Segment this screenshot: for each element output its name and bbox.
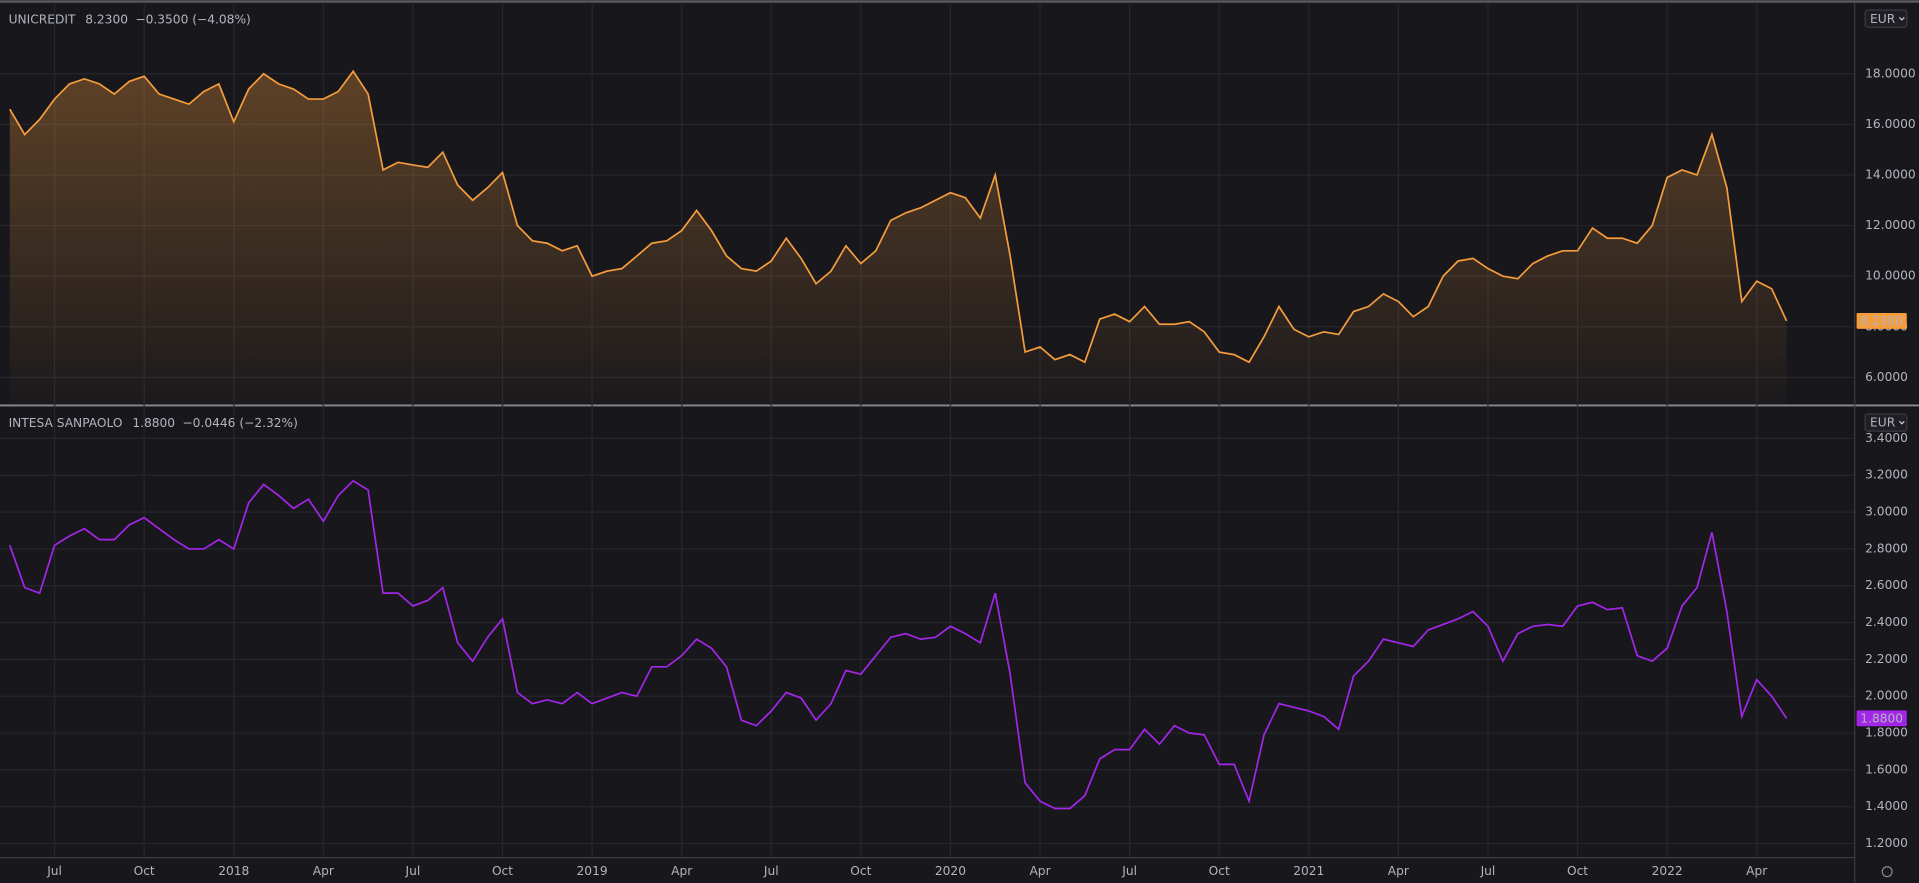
currency-label: EUR bbox=[1870, 12, 1896, 26]
price-tag-label: 1.8800 bbox=[1860, 711, 1903, 725]
price-tag bbox=[1856, 312, 1907, 329]
price-change: −0.3500 (−4.08%) bbox=[135, 12, 250, 26]
y-tick-label: 2.8000 bbox=[1865, 541, 1908, 555]
x-tick-label: Apr bbox=[1029, 864, 1051, 878]
x-tick-label: Jul bbox=[1480, 864, 1496, 878]
x-tick-label: Apr bbox=[1746, 864, 1768, 878]
price-tag bbox=[1856, 710, 1907, 727]
settings-icon[interactable] bbox=[1881, 866, 1893, 878]
y-tick-label: 1.4000 bbox=[1865, 799, 1908, 813]
last-price: 1.8800 bbox=[132, 416, 175, 430]
y-tick-label: 1.8000 bbox=[1865, 726, 1908, 740]
currency-button[interactable] bbox=[1864, 413, 1908, 432]
x-tick-label: Apr bbox=[671, 864, 693, 878]
x-tick-label: Oct bbox=[1567, 864, 1588, 878]
top-border bbox=[0, 0, 1919, 3]
y-tick-label: 1.2000 bbox=[1865, 836, 1908, 850]
y-tick-label: 3.2000 bbox=[1865, 468, 1908, 482]
x-tick-label: Jul bbox=[46, 864, 62, 878]
x-tick-label: Jul bbox=[405, 864, 421, 878]
price-tag-label: 8.2300 bbox=[1860, 314, 1903, 328]
y-tick-label: 3.4000 bbox=[1865, 431, 1908, 445]
x-tick-label: Oct bbox=[1209, 864, 1230, 878]
x-tick-label: Oct bbox=[134, 864, 155, 878]
x-tick-label: Oct bbox=[850, 864, 871, 878]
x-tick-label: Jul bbox=[763, 864, 779, 878]
y-tick-label: 14.0000 bbox=[1865, 167, 1916, 181]
line bbox=[9, 69, 1788, 364]
y-tick-label: 1.6000 bbox=[1865, 762, 1908, 776]
y-tick-label: 2.6000 bbox=[1865, 578, 1908, 592]
y-tick-label: 18.0000 bbox=[1865, 66, 1916, 80]
currency-label: EUR bbox=[1870, 416, 1896, 430]
x-tick-label: Apr bbox=[313, 864, 335, 878]
y-tick-label: 2.4000 bbox=[1865, 615, 1908, 629]
series-name: UNICREDIT bbox=[9, 12, 76, 26]
x-tick-label: Jul bbox=[1121, 864, 1137, 878]
x-tick-label: 2018 bbox=[218, 864, 249, 878]
last-price: 8.2300 bbox=[85, 12, 128, 26]
price-change: −0.0446 (−2.32%) bbox=[182, 416, 297, 430]
currency-button[interactable] bbox=[1864, 9, 1908, 28]
currency-chevron bbox=[1898, 17, 1905, 21]
x-tick-label: 2020 bbox=[935, 864, 966, 878]
line bbox=[8, 479, 1788, 810]
y-tick-label: 2.0000 bbox=[1865, 689, 1908, 703]
x-tick-label: 2019 bbox=[577, 864, 608, 878]
y-tick-label: 2.2000 bbox=[1865, 652, 1908, 666]
y-tick-label: 16.0000 bbox=[1865, 117, 1916, 131]
y-tick-label: 3.0000 bbox=[1865, 505, 1908, 519]
currency-chevron bbox=[1898, 420, 1905, 425]
y-tick-label: 10.0000 bbox=[1865, 269, 1916, 283]
y-tick-label: 6.0000 bbox=[1865, 370, 1908, 384]
x-tick-label: 2021 bbox=[1293, 864, 1324, 878]
y-tick-label: 12.0000 bbox=[1865, 218, 1916, 232]
area bbox=[9, 71, 1787, 405]
x-tick-label: Oct bbox=[492, 864, 513, 878]
plot-layer: Jul Oct 2018 Apr Jul Oct 2019 Apr Jul Oct 2020 Apr J… bbox=[0, 3, 1916, 878]
x-tick-label: 2022 bbox=[1652, 864, 1683, 878]
series-name: INTESA SANPAOLO bbox=[9, 416, 123, 430]
x-tick-label: Apr bbox=[1388, 864, 1410, 878]
